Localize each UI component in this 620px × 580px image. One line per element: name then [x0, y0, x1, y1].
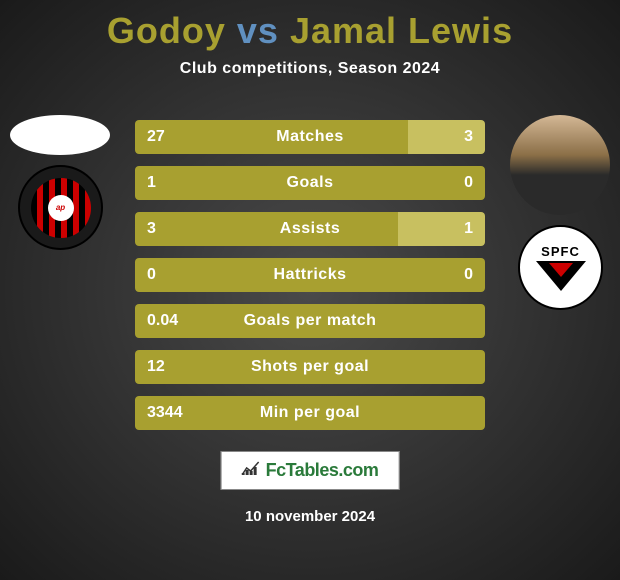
stat-bar-left [135, 120, 408, 154]
stat-value-right: 0 [464, 266, 473, 284]
stat-label: Matches [276, 128, 344, 146]
stat-row: 0 Hattricks 0 [135, 258, 485, 292]
stat-label: Min per goal [260, 404, 360, 422]
club-badge-text: SPFC [541, 244, 580, 259]
stat-bar-left [135, 212, 398, 246]
stat-bar-right [408, 120, 485, 154]
right-player-column: SPFC [510, 115, 610, 310]
stats-table: 27 Matches 3 1 Goals 0 3 Assists 1 0 Hattricks 0 0.0… [135, 120, 485, 442]
stat-value-left: 0.04 [147, 312, 178, 330]
stat-label: Goals per match [244, 312, 377, 330]
club-badge-center: ap [48, 195, 74, 221]
player2-club-badge: SPFC [518, 225, 603, 310]
stat-label: Hattricks [274, 266, 347, 284]
stat-row: 0.04 Goals per match [135, 304, 485, 338]
club-badge-triangle [536, 261, 586, 291]
club-badge-stripes: ap [31, 178, 91, 238]
stat-value-left: 3 [147, 220, 156, 238]
page-title: Godoy vs Jamal Lewis [0, 0, 620, 52]
footer-date: 10 november 2024 [245, 508, 375, 525]
stat-row: 1 Goals 0 [135, 166, 485, 200]
stat-value-right: 0 [464, 174, 473, 192]
stat-row: 3344 Min per goal [135, 396, 485, 430]
left-player-column: ap [10, 115, 110, 250]
stat-row: 3 Assists 1 [135, 212, 485, 246]
footer-logo: FcTables.com [221, 451, 400, 490]
stat-label: Assists [280, 220, 340, 238]
stat-value-left: 0 [147, 266, 156, 284]
vs-separator: vs [237, 10, 279, 51]
stat-row: 27 Matches 3 [135, 120, 485, 154]
stat-value-left: 12 [147, 358, 165, 376]
subtitle: Club competitions, Season 2024 [0, 60, 620, 78]
player2-avatar [510, 115, 610, 215]
stat-label: Shots per goal [251, 358, 369, 376]
stat-value-left: 1 [147, 174, 156, 192]
player1-club-badge: ap [18, 165, 103, 250]
player1-avatar-placeholder [10, 115, 110, 155]
stat-value-left: 3344 [147, 404, 183, 422]
stat-value-right: 3 [464, 128, 473, 146]
player1-name: Godoy [107, 10, 226, 51]
footer-logo-text: FcTables.com [266, 460, 379, 481]
stat-row: 12 Shots per goal [135, 350, 485, 384]
player2-name: Jamal Lewis [290, 10, 513, 51]
chart-icon [242, 461, 260, 480]
stat-value-left: 27 [147, 128, 165, 146]
stat-value-right: 1 [464, 220, 473, 238]
stat-label: Goals [287, 174, 334, 192]
